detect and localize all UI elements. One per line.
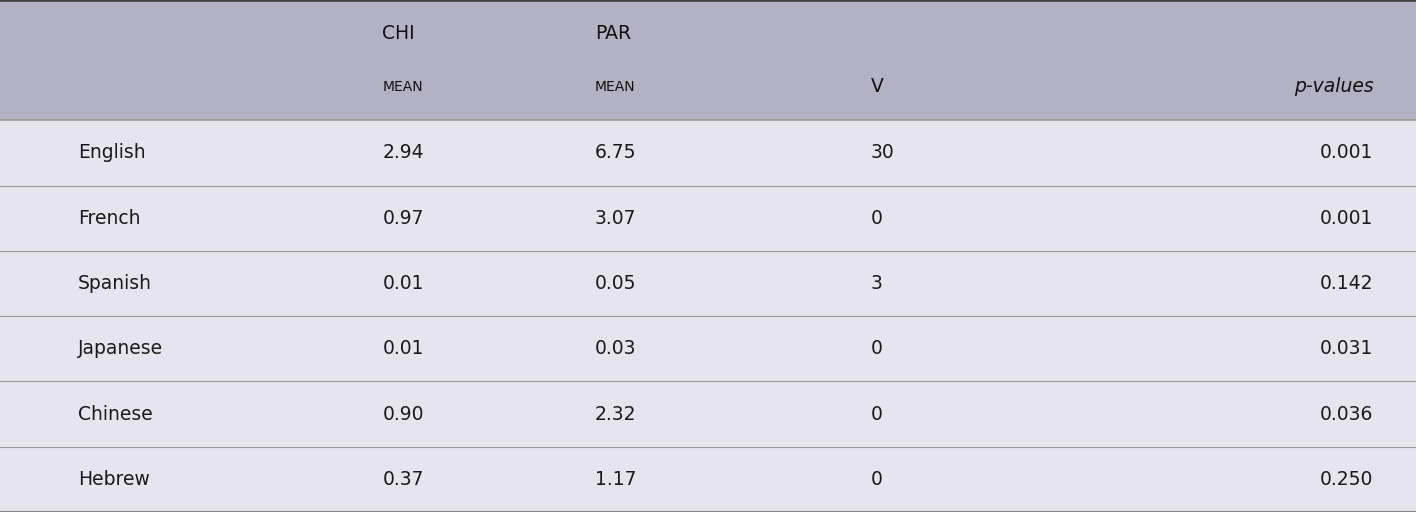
Text: 3.07: 3.07 bbox=[595, 209, 636, 228]
Text: p-values: p-values bbox=[1294, 77, 1374, 96]
Text: 2.94: 2.94 bbox=[382, 143, 423, 162]
Bar bbox=[0, 186, 1416, 251]
Bar bbox=[0, 316, 1416, 381]
Text: 0.37: 0.37 bbox=[382, 470, 423, 489]
Text: 3: 3 bbox=[871, 274, 882, 293]
Text: 0.142: 0.142 bbox=[1320, 274, 1374, 293]
Bar bbox=[0, 251, 1416, 316]
Text: Japanese: Japanese bbox=[78, 339, 163, 358]
Text: Hebrew: Hebrew bbox=[78, 470, 150, 489]
Text: 0.97: 0.97 bbox=[382, 209, 423, 228]
Text: 0: 0 bbox=[871, 339, 882, 358]
Text: English: English bbox=[78, 143, 146, 162]
Text: CHI: CHI bbox=[382, 24, 415, 43]
Bar bbox=[0, 0, 1416, 120]
Text: 0.001: 0.001 bbox=[1320, 143, 1374, 162]
Text: 6.75: 6.75 bbox=[595, 143, 636, 162]
Text: MEAN: MEAN bbox=[382, 80, 423, 94]
Text: 0.01: 0.01 bbox=[382, 339, 423, 358]
Text: 0: 0 bbox=[871, 209, 882, 228]
Text: 0: 0 bbox=[871, 404, 882, 423]
Text: 0.250: 0.250 bbox=[1320, 470, 1374, 489]
Text: PAR: PAR bbox=[595, 24, 632, 43]
Text: Spanish: Spanish bbox=[78, 274, 152, 293]
Bar bbox=[0, 381, 1416, 446]
Text: 1.17: 1.17 bbox=[595, 470, 636, 489]
Text: 0.036: 0.036 bbox=[1320, 404, 1374, 423]
Text: Chinese: Chinese bbox=[78, 404, 153, 423]
Text: 0.031: 0.031 bbox=[1320, 339, 1374, 358]
Text: 30: 30 bbox=[871, 143, 895, 162]
Bar bbox=[0, 446, 1416, 512]
Text: 0.001: 0.001 bbox=[1320, 209, 1374, 228]
Text: 0.01: 0.01 bbox=[382, 274, 423, 293]
Text: French: French bbox=[78, 209, 140, 228]
Text: 2.32: 2.32 bbox=[595, 404, 636, 423]
Text: 0.05: 0.05 bbox=[595, 274, 636, 293]
Text: 0: 0 bbox=[871, 470, 882, 489]
Text: MEAN: MEAN bbox=[595, 80, 636, 94]
Text: V: V bbox=[871, 77, 884, 96]
Text: 0.03: 0.03 bbox=[595, 339, 636, 358]
Text: 0.90: 0.90 bbox=[382, 404, 423, 423]
Bar bbox=[0, 120, 1416, 186]
